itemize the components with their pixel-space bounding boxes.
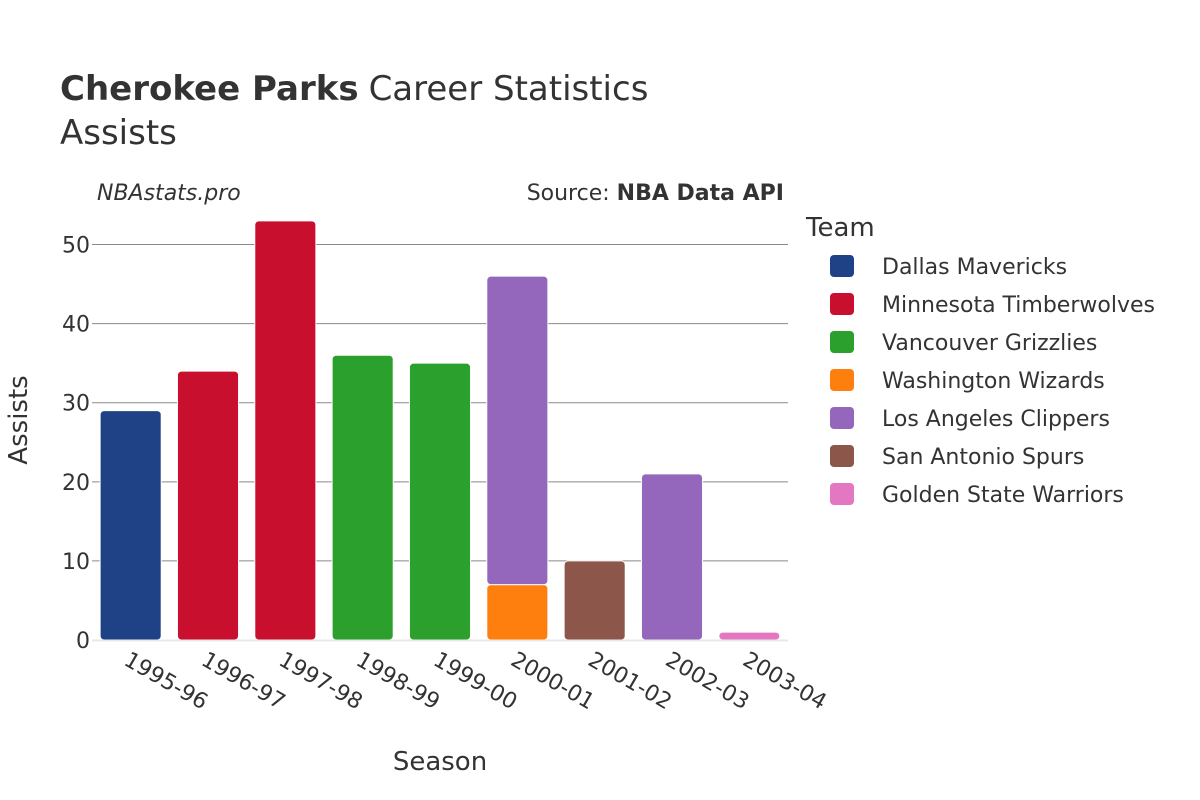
watermark: NBAstats.pro: [97, 181, 241, 206]
x-tick-label: 2000-01: [506, 648, 598, 716]
title-rest: Career Statistics: [369, 69, 649, 109]
legend-swatch: [830, 293, 854, 315]
legend-swatch: [830, 255, 854, 277]
legend-title: Team: [805, 213, 875, 243]
bar-segment: [486, 275, 549, 586]
bar-segment: [254, 220, 317, 641]
x-tick-label: 1997-98: [274, 648, 366, 716]
bar-segment: [331, 354, 394, 641]
legend-swatch: [830, 445, 854, 467]
x-axis-title: Season: [393, 747, 487, 777]
legend-item-label: Washington Wizards: [882, 369, 1105, 394]
legend-item-label: San Antonio Spurs: [882, 445, 1084, 470]
legend-swatch: [830, 331, 854, 353]
y-axis: 0 10 20 30 40 50: [62, 234, 788, 654]
source-prefix: Source:: [527, 181, 617, 206]
bar-segment: [176, 370, 240, 641]
legend-item-label: Minnesota Timberwolves: [882, 293, 1155, 318]
legend-swatch: [830, 483, 854, 505]
legend-item-label: Golden State Warriors: [882, 483, 1124, 508]
chart-subtitle: Assists: [60, 113, 177, 153]
source-name: NBA Data API: [617, 181, 784, 206]
y-tick-label: 0: [76, 629, 90, 654]
x-tick-label: 1995-96: [120, 648, 212, 716]
x-axis: 1995-961996-971997-981998-991999-002000-…: [120, 648, 831, 716]
y-axis-title: Assists: [4, 375, 34, 464]
y-tick-label: 30: [62, 392, 90, 417]
source-credit: Source: NBA Data API: [527, 181, 784, 206]
bar-segment: [408, 362, 472, 641]
y-tick-label: 10: [62, 550, 90, 575]
bar-segment: [563, 560, 626, 641]
chart-title: Cherokee Parks Career Statistics: [60, 69, 648, 109]
bar-segment: [640, 473, 704, 641]
legend-swatch: [830, 369, 854, 391]
legend-item-label: Vancouver Grizzlies: [882, 331, 1097, 356]
bar-segment: [718, 631, 781, 641]
x-tick-label: 2001-02: [584, 648, 676, 716]
title-player: Cherokee Parks: [60, 69, 359, 109]
x-tick-label: 1996-97: [197, 648, 289, 716]
legend-item-label: Los Angeles Clippers: [882, 407, 1110, 432]
legend-swatch: [830, 407, 854, 429]
y-tick-label: 40: [62, 313, 90, 338]
x-tick-label: 2003-04: [738, 648, 830, 716]
bar-segment: [486, 584, 549, 641]
x-tick-label: 1998-99: [352, 648, 444, 716]
legend-item-label: Dallas Mavericks: [882, 255, 1067, 280]
bar-segment: [99, 410, 162, 641]
bars-layer: [99, 220, 781, 641]
legend: Dallas Mavericks Minnesota Timberwolves Va…: [830, 255, 1155, 508]
y-tick-label: 50: [62, 234, 90, 259]
y-tick-label: 20: [62, 471, 90, 496]
x-tick-label: 1999-00: [429, 648, 521, 716]
x-tick-label: 2002-03: [661, 648, 753, 716]
